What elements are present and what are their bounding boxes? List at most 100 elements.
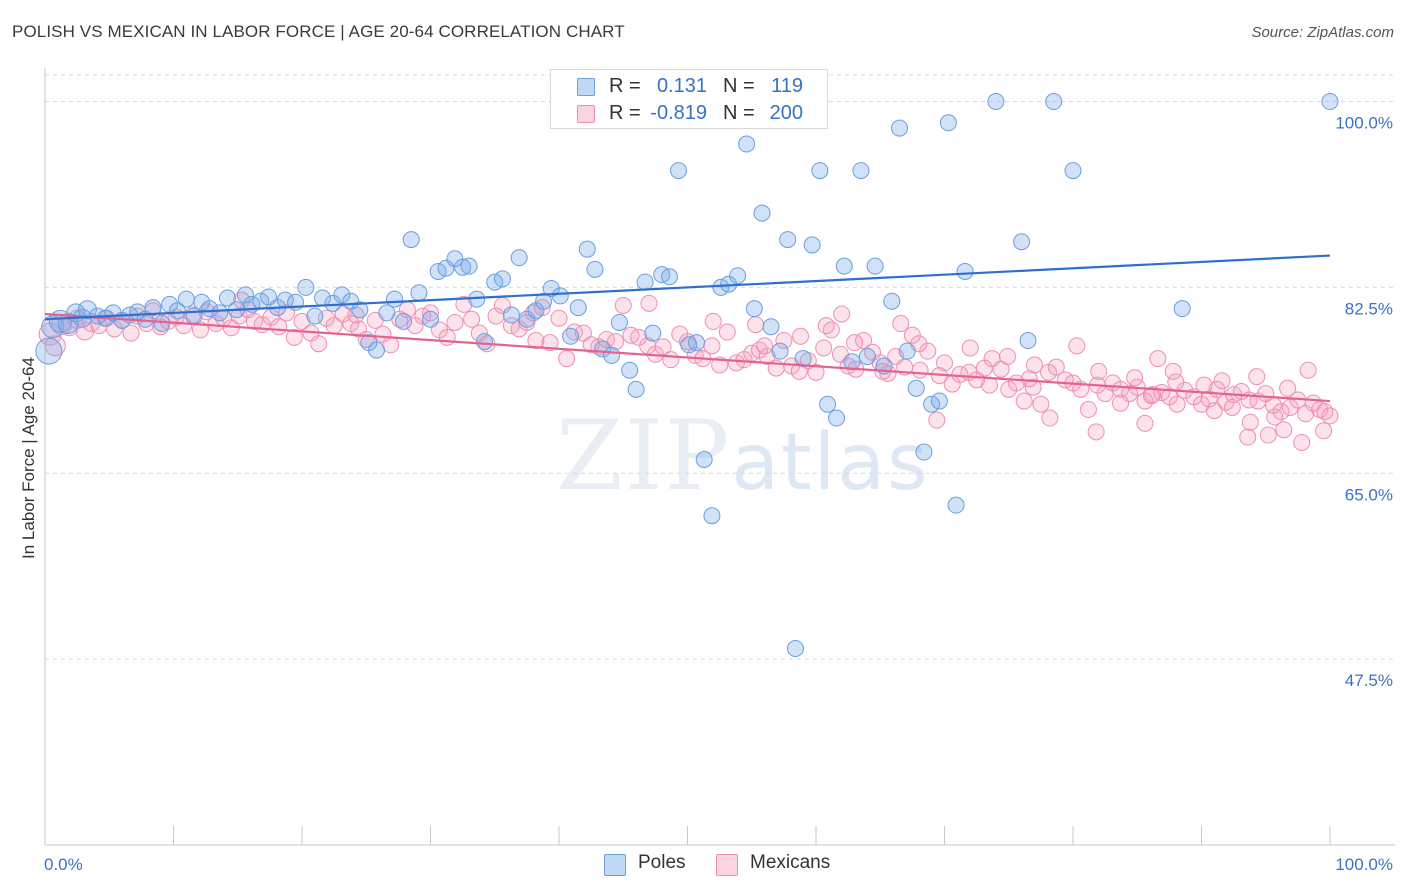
poles-point: [35, 337, 63, 365]
mexicans-point: [1047, 358, 1065, 376]
mexicans-point: [1041, 409, 1059, 427]
mexicans-point: [703, 337, 721, 355]
poles-point: [687, 334, 705, 352]
mexicans-trend-line: [44, 312, 1331, 403]
mexicans-point: [44, 335, 66, 357]
mexicans-point: [1015, 392, 1033, 410]
y-tick-label: 47.5%: [1345, 671, 1393, 690]
mexicans-point: [1079, 401, 1097, 419]
x-tick-label-min: 0.0%: [44, 855, 83, 874]
poles-point: [695, 450, 713, 468]
watermark: ZIPatlas: [556, 400, 930, 512]
mexicans-point: [446, 313, 464, 331]
poles-point: [603, 346, 621, 364]
mexicans-point: [1136, 414, 1154, 432]
mexicans-point: [1112, 380, 1130, 398]
poles-point: [1321, 93, 1339, 111]
mexicans-point: [961, 339, 979, 357]
mexicans-point: [640, 294, 658, 312]
mexicans-point: [1279, 379, 1297, 397]
poles-r-value: 0.131: [656, 75, 707, 97]
mexicans-point: [1266, 408, 1284, 426]
poles-point: [915, 443, 933, 461]
poles-point: [627, 380, 645, 398]
mexicans-point: [122, 324, 140, 342]
x-tick-label-max: 100.0%: [1335, 855, 1393, 874]
poles-point: [177, 290, 195, 308]
poles-point: [729, 267, 747, 285]
poles-point: [907, 379, 925, 397]
y-axis-title: In Labor Force | Age 20-64: [19, 357, 38, 559]
mexicans-point: [630, 328, 648, 346]
mexicans-point: [718, 323, 736, 341]
mexicans-point: [846, 334, 864, 352]
mexicans-point: [747, 316, 765, 334]
poles-point: [502, 306, 520, 324]
poles-point: [437, 259, 455, 277]
poles-point: [819, 395, 837, 413]
mexicans-point: [1248, 368, 1266, 386]
mexicans-point: [1239, 428, 1257, 446]
poles-point: [636, 273, 654, 291]
poles-legend-swatch: [604, 854, 626, 876]
poles-point: [762, 318, 780, 336]
poles-point: [644, 324, 662, 342]
source-credit: Source: ZipAtlas.com: [1251, 24, 1394, 41]
mexicans-r-label: R =: [609, 102, 641, 124]
poles-point: [866, 257, 884, 275]
mexicans-point: [998, 347, 1016, 365]
mexicans-point: [541, 334, 559, 352]
mexicans-point: [1126, 369, 1144, 387]
watermark-atlas: atlas: [731, 418, 930, 508]
poles-point: [368, 341, 386, 359]
poles-point: [77, 300, 97, 320]
chart-title: POLISH VS MEXICAN IN LABOR FORCE | AGE 2…: [12, 22, 625, 41]
poles-point: [1064, 162, 1082, 180]
mexicans-point: [550, 309, 568, 327]
mexicans-point: [1024, 378, 1042, 396]
poles-point: [898, 342, 916, 360]
poles-point: [586, 260, 604, 278]
poles-n-label: N =: [723, 75, 755, 97]
poles-point: [518, 310, 536, 328]
mexicans-point: [191, 321, 209, 339]
poles-point: [493, 270, 511, 288]
mexicans-point: [438, 328, 456, 346]
mexicans-point: [1195, 376, 1213, 394]
mexicans-point: [1149, 350, 1167, 368]
poles-point: [670, 162, 688, 180]
poles-point: [835, 257, 853, 275]
mexicans-point: [1164, 362, 1182, 380]
poles-point: [422, 310, 439, 328]
poles-point: [987, 93, 1005, 111]
poles-point: [661, 268, 679, 286]
poles-point: [168, 302, 186, 320]
mexicans-point: [903, 326, 921, 344]
mexicans-point: [310, 335, 328, 353]
poles-point: [200, 300, 218, 318]
poles-point: [460, 257, 478, 275]
poles-point: [551, 287, 569, 305]
poles-point: [1045, 93, 1063, 111]
mexicans-point: [662, 351, 680, 369]
poles-point: [510, 249, 528, 267]
poles-point: [811, 162, 829, 180]
mexicans-point: [1315, 422, 1333, 440]
mexicans-point: [614, 296, 632, 314]
poles-point: [753, 204, 771, 222]
poles-point: [402, 231, 420, 249]
mexicans-point: [1087, 423, 1105, 441]
mexicans-n-label: N =: [723, 102, 755, 124]
mexicans-point: [704, 312, 722, 330]
mexicans-point: [792, 327, 810, 345]
poles-point: [621, 361, 639, 379]
poles-point: [939, 114, 957, 132]
mexicans-point: [1090, 362, 1108, 380]
mexicans-point: [524, 304, 542, 322]
poles-point: [883, 292, 901, 310]
poles-point: [218, 289, 236, 307]
mexicans-point: [919, 342, 937, 360]
poles-point: [745, 300, 763, 318]
mexicans-point: [833, 305, 851, 323]
